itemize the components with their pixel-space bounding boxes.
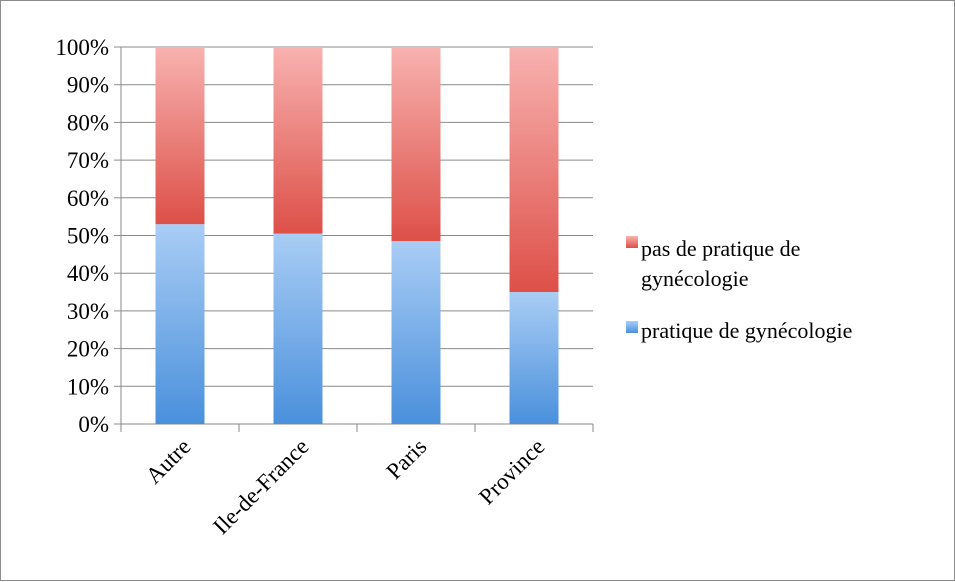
bar-pas-de-pratique-1 — [273, 47, 323, 234]
x-tick-label: Autre — [141, 434, 196, 489]
legend-item: pas de pratique de gynécologie — [626, 236, 800, 291]
x-tick-label: Ile-de-France — [208, 434, 313, 539]
legend-swatch — [626, 236, 638, 248]
y-tick-label: 40% — [67, 261, 109, 286]
bar-pas-de-pratique-2 — [391, 47, 441, 242]
bar-pratique-2 — [391, 241, 441, 424]
y-tick-label: 70% — [67, 148, 109, 173]
y-tick-label: 30% — [67, 299, 109, 324]
bar-pratique-3 — [509, 292, 559, 424]
legend-label: gynécologie — [641, 266, 749, 291]
legend-label: pas de pratique de — [641, 236, 800, 261]
y-tick-label: 20% — [67, 337, 109, 362]
legend: pas de pratique de gynécologie pratique de… — [626, 236, 852, 343]
y-tick-label: 90% — [67, 73, 109, 98]
x-tick-label: Paris — [381, 434, 431, 484]
x-tick-label: Province — [474, 434, 549, 509]
y-tick-label: 80% — [67, 110, 109, 135]
bar-pas-de-pratique-3 — [509, 47, 559, 293]
y-tick-label: 50% — [67, 224, 109, 249]
legend-swatch — [626, 321, 638, 333]
y-tick-labels: 0% 10% 20% 30% 40% 50% 60% 70% 80% 90% 100% — [55, 35, 109, 437]
legend-label: pratique de gynécologie — [641, 318, 852, 343]
y-tick-label: 0% — [78, 412, 109, 437]
y-tick-label: 60% — [67, 186, 109, 211]
bar-pratique-1 — [273, 233, 323, 424]
y-tick-label: 10% — [67, 374, 109, 399]
bars — [155, 47, 559, 424]
bar-pas-de-pratique-0 — [155, 47, 205, 225]
x-tick-labels: Autre Ile-de-France Paris Province — [141, 434, 550, 539]
y-tick-label: 100% — [55, 35, 109, 60]
legend-item: pratique de gynécologie — [626, 318, 852, 343]
bar-pratique-0 — [155, 224, 205, 424]
